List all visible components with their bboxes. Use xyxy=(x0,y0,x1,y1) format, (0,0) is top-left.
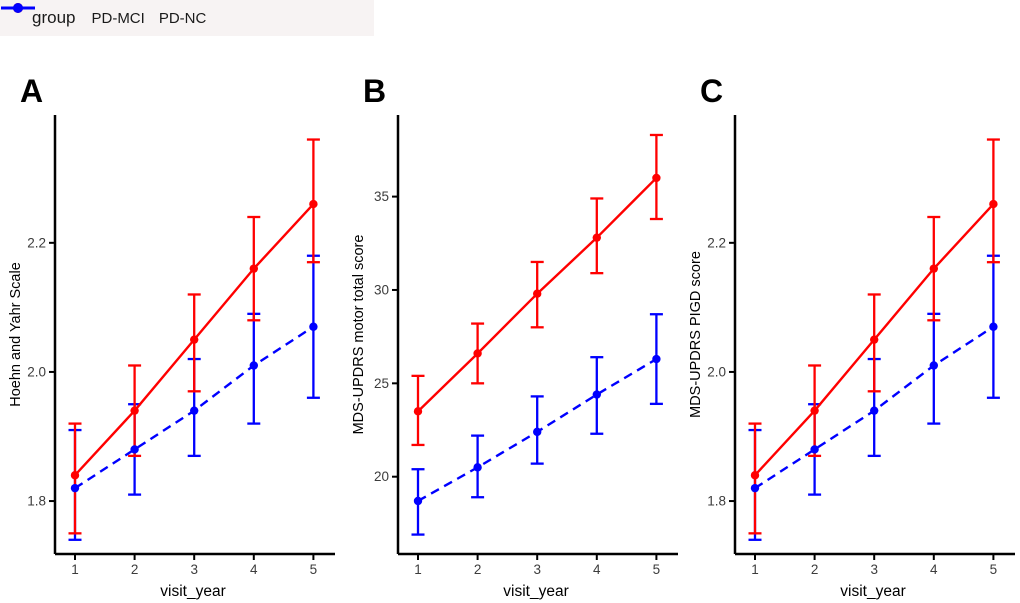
x-axis-title: visit_year xyxy=(840,583,905,600)
data-point xyxy=(473,463,482,472)
data-point xyxy=(652,173,661,183)
data-point xyxy=(810,406,819,415)
data-point xyxy=(473,349,482,358)
x-tick-label: 3 xyxy=(190,562,198,577)
data-point xyxy=(989,322,998,331)
y-tick-label: 2.2 xyxy=(707,235,726,250)
x-axis-title: visit_year xyxy=(503,583,568,600)
pd-nc-key-icon xyxy=(1,3,35,13)
panel-a-label: A xyxy=(20,73,44,109)
y-tick-label: 2.2 xyxy=(27,235,46,250)
panel-c: C 1.8 2.0 2.2 1 2 3 4 5 visit_year MDS-UPDRS PIGD… xyxy=(680,63,1020,603)
data-point xyxy=(309,199,318,209)
data-point xyxy=(989,199,998,209)
y-tick-label: 2.0 xyxy=(27,364,46,379)
legend-item-pd-nc[interactable]: PD-NC xyxy=(1,3,207,27)
legend-label-pd-nc: PD-NC xyxy=(158,9,207,27)
x-tick-label: 4 xyxy=(930,562,938,577)
data-point xyxy=(249,264,258,273)
x-tick-label: 1 xyxy=(71,562,79,577)
x-tick-label: 2 xyxy=(811,562,819,577)
y-tick-label: 1.8 xyxy=(27,494,46,509)
y-tick-label: 35 xyxy=(374,189,389,204)
data-point xyxy=(130,445,139,454)
y-tick-label: 20 xyxy=(374,469,389,484)
data-point xyxy=(929,264,938,273)
y-tick-label: 25 xyxy=(374,376,389,391)
y-tick-label: 2.0 xyxy=(707,364,726,379)
x-tick-label: 2 xyxy=(131,562,139,577)
x-tick-label: 3 xyxy=(533,562,541,577)
x-axis-title: visit_year xyxy=(160,583,225,600)
data-point xyxy=(652,354,661,364)
x-tick-label: 4 xyxy=(593,562,601,577)
data-point xyxy=(190,335,199,344)
data-point xyxy=(592,233,601,242)
data-point xyxy=(249,361,258,370)
y-tick-label: 1.8 xyxy=(707,494,726,509)
x-tick-label: 4 xyxy=(250,562,258,577)
data-point xyxy=(413,496,423,506)
panel-b: B 20 25 30 35 1 2 3 4 5 visit_year MDS-UPDRS motor… xyxy=(343,63,683,603)
panel-c-chart: 1.8 2.0 2.2 1 2 3 4 5 visit_year MDS-UPDRS PIGD s… xyxy=(688,115,1015,600)
data-point xyxy=(309,322,318,331)
data-point xyxy=(413,407,423,416)
panel-a: A 1.8 2.0 2.2 1 2 3 4 5 visit_year Hoehn and Yahr… xyxy=(0,63,340,603)
panel-a-chart: 1.8 2.0 2.2 1 2 3 4 5 visit_year Hoehn and Yahr S… xyxy=(8,115,335,600)
y-axis-title: MDS-UPDRS motor total score xyxy=(351,235,367,435)
legend-item-pd-mci[interactable]: PD-MCI xyxy=(1,3,145,27)
data-point xyxy=(70,471,80,480)
x-tick-label: 1 xyxy=(414,562,422,577)
panel-b-chart: 20 25 30 35 1 2 3 4 5 visit_year MDS-UPDRS motor t… xyxy=(351,115,678,600)
data-point xyxy=(533,289,542,298)
data-point xyxy=(750,471,760,480)
legend-title: group xyxy=(32,8,76,27)
panel-c-label: C xyxy=(700,73,724,109)
data-point xyxy=(533,427,542,437)
data-point xyxy=(190,406,199,415)
legend-label-pd-mci: PD-MCI xyxy=(91,9,145,27)
x-tick-label: 2 xyxy=(474,562,482,577)
x-tick-label: 1 xyxy=(751,562,759,577)
legend: group PD-MCI PD-NC xyxy=(0,0,374,36)
data-point xyxy=(870,335,879,344)
y-tick-label: 30 xyxy=(374,282,389,297)
data-point xyxy=(592,390,601,399)
data-point xyxy=(750,483,760,493)
x-tick-label: 5 xyxy=(310,562,318,577)
x-tick-label: 5 xyxy=(653,562,661,577)
data-point xyxy=(929,361,938,370)
y-axis-title: Hoehn and Yahr Scale xyxy=(8,262,24,407)
x-tick-label: 3 xyxy=(870,562,878,577)
panel-b-label: B xyxy=(363,73,387,109)
data-point xyxy=(810,445,819,454)
data-point xyxy=(130,406,139,415)
data-point xyxy=(70,483,80,493)
y-axis-title: MDS-UPDRS PIGD score xyxy=(688,251,704,418)
data-point xyxy=(870,406,879,415)
x-tick-label: 5 xyxy=(990,562,998,577)
